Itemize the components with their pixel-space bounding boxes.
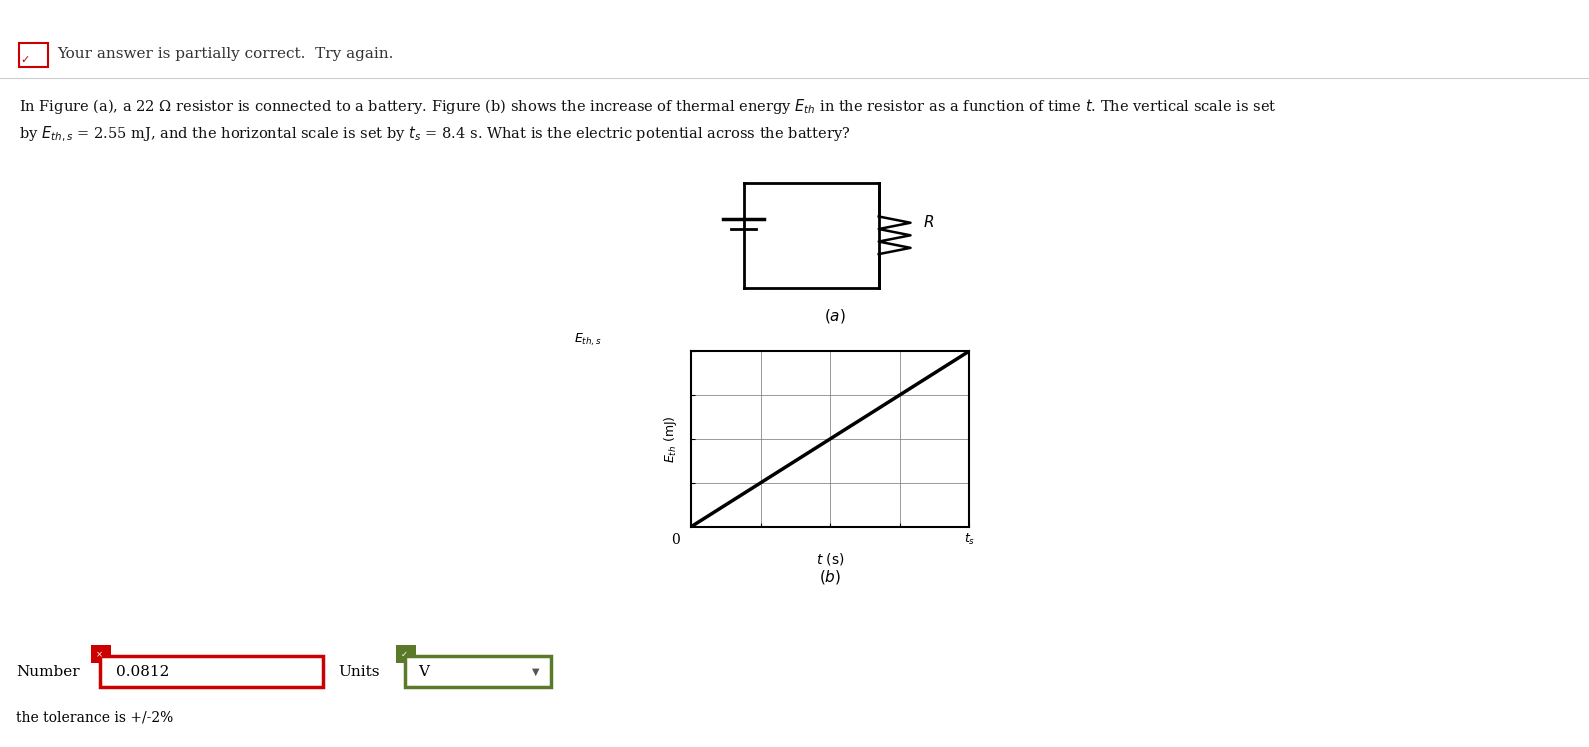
Text: Number: Number	[16, 666, 79, 679]
Y-axis label: $E_{th}$ (mJ): $E_{th}$ (mJ)	[663, 415, 680, 462]
Text: V: V	[418, 665, 429, 678]
Bar	[19, 43, 48, 67]
Text: ✓: ✓	[21, 55, 30, 65]
X-axis label: $t$ (s): $t$ (s)	[815, 551, 845, 567]
Text: $E_{th, s}$: $E_{th, s}$	[575, 331, 602, 347]
Text: Your answer is partially correct.  Try again.: Your answer is partially correct. Try ag…	[57, 47, 394, 61]
Text: $(a)$: $(a)$	[825, 307, 845, 325]
Text: the tolerance is +/-2%: the tolerance is +/-2%	[16, 710, 173, 724]
Text: by $E_{th,s}$ = 2.55 mJ, and the horizontal scale is set by $t_s$ = 8.4 s. What : by $E_{th,s}$ = 2.55 mJ, and the horizon…	[19, 125, 850, 144]
Text: ✓: ✓	[400, 650, 408, 659]
Bar	[100, 656, 323, 687]
Text: 0: 0	[671, 533, 680, 547]
Text: ×: ×	[95, 650, 103, 659]
Bar	[405, 656, 551, 687]
Text: 0.0812: 0.0812	[116, 665, 170, 678]
Text: $(b)$: $(b)$	[820, 568, 841, 586]
Text: Units: Units	[338, 666, 380, 679]
Text: ▼: ▼	[532, 666, 539, 677]
Bar	[396, 645, 416, 663]
Text: In Figure (a), a 22 Ω resistor is connected to a battery. Figure (b) shows the i: In Figure (a), a 22 Ω resistor is connec…	[19, 96, 1276, 116]
Bar	[91, 645, 111, 663]
Text: $R$: $R$	[923, 214, 934, 230]
